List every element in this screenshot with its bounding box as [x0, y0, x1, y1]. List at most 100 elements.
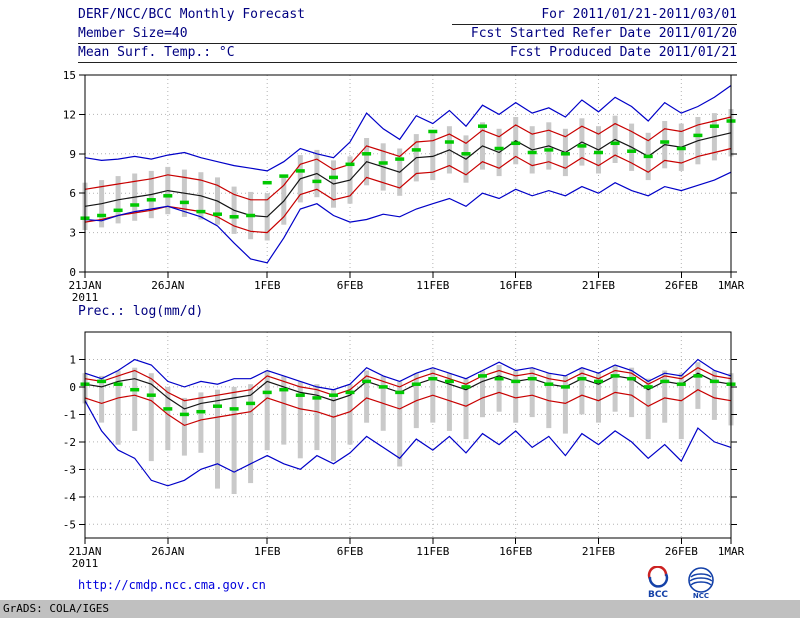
spread-bars	[529, 367, 535, 418]
y-tick-label: 12	[63, 108, 76, 121]
ensemble-min	[84, 400, 732, 487]
bcc-logo-red-swirl	[647, 566, 668, 580]
y-tick-label: 1	[69, 353, 76, 366]
x-tick-label: 21FEB	[582, 545, 615, 558]
ensemble-max	[84, 358, 732, 391]
spread-bars	[198, 392, 204, 453]
spread-bars	[596, 373, 601, 423]
x-tick-label: 21JAN	[68, 279, 101, 292]
ncc-logo-ring	[688, 567, 714, 593]
x-tick-label: 16FEB	[499, 545, 532, 558]
y-tick-label: -2	[63, 436, 76, 449]
spread-bars	[645, 378, 651, 440]
spread-bars	[397, 381, 403, 467]
fcst-produced: Fcst Produced Date 2011/01/21	[510, 45, 737, 60]
x-tick-label: 1MAR	[718, 279, 745, 292]
spread-bars	[662, 370, 668, 423]
page-title: DERF/NCC/BCC Monthly Forecast	[78, 7, 305, 22]
header-rule-2	[78, 43, 737, 44]
spread-bars	[231, 386, 237, 494]
forecast-range: For 2011/01/21-2011/03/01	[541, 7, 737, 22]
y-tick-label: 15	[63, 69, 76, 82]
x-tick-label: 11FEB	[416, 545, 449, 558]
spread-bars	[331, 389, 336, 462]
cmdp-url-link[interactable]: http://cmdp.ncc.cma.gov.cn	[78, 578, 266, 592]
x-year-label: 2011	[72, 291, 99, 304]
x-tick-label: 1FEB	[254, 545, 281, 558]
precip-chart: 1 0 -1 -2 -3 -4 -5 21JAN 26JAN 1FEB 6FEB 11FEB 16FEB…	[63, 331, 745, 570]
x-tick-label: 11FEB	[416, 279, 449, 292]
ncc-logo-wave-3	[690, 581, 712, 586]
y-tick-label: -4	[63, 491, 77, 504]
spread-bars	[562, 375, 568, 434]
ensemble-mean	[84, 132, 732, 218]
x-tick-label: 26JAN	[151, 279, 184, 292]
lower-quartile	[84, 389, 732, 427]
spread-bars	[115, 370, 121, 445]
x-tick-label: 1FEB	[254, 279, 281, 292]
spread-bars	[496, 365, 502, 412]
ncc-logo-wave-2	[689, 577, 713, 582]
x-tick-label: 6FEB	[337, 279, 364, 292]
x-tick-label: 26FEB	[665, 545, 698, 558]
window-status-bar: GrADS: COLA/IGES	[0, 600, 800, 618]
ncc-logo-text: NCC	[693, 592, 709, 600]
x-tick-label: 26FEB	[665, 279, 698, 292]
upper-quartile	[84, 116, 732, 201]
header-rule-1	[452, 24, 737, 25]
spread-bars	[165, 386, 171, 451]
y-tick-label: -5	[63, 518, 76, 531]
spread-bars	[695, 362, 701, 409]
x-tick-label: 1MAR	[718, 545, 745, 558]
spread-bars	[132, 367, 138, 431]
temp-chart: 0 3 6 9 12 15 21JAN 26JAN 1FEB 6FEB 11FEB 16FEB 21FE…	[63, 69, 745, 304]
ensemble-mean	[84, 372, 732, 410]
y-tick-label: -3	[63, 463, 76, 476]
y-tick-label: -1	[63, 408, 76, 421]
spread-bars	[248, 384, 254, 484]
temp-chart-title: Mean Surf. Temp.: °C	[78, 45, 235, 60]
spread-bars	[678, 373, 684, 440]
x-tick-label: 21JAN	[68, 545, 101, 558]
spread-bars	[181, 397, 187, 456]
ensemble-min	[84, 171, 732, 264]
spread-bars	[579, 367, 585, 415]
ncc-logo: NCC	[688, 567, 714, 600]
y-tick-label: 6	[69, 187, 76, 200]
spread-bars	[215, 389, 220, 489]
x-tick-label: 26JAN	[151, 545, 184, 558]
upper-quartile	[84, 367, 732, 402]
spread-bars	[446, 373, 452, 431]
header-rule-3	[78, 62, 737, 63]
spread-bars	[463, 378, 469, 440]
axis-box	[84, 331, 732, 539]
spread-bars	[314, 384, 320, 451]
spread-bars	[711, 370, 717, 420]
x-tick-label: 16FEB	[499, 279, 532, 292]
y-tick-label: 0	[69, 381, 76, 394]
spread-bars	[364, 370, 370, 423]
y-tick-label: 3	[69, 227, 76, 240]
bcc-logo-text: BCC	[648, 590, 668, 600]
member-size: Member Size=40	[78, 26, 188, 41]
fcst-started: Fcst Started Refer Date 2011/01/20	[470, 26, 737, 41]
ensemble-max	[84, 85, 732, 172]
spread-bars	[297, 381, 303, 459]
spread-bars	[347, 384, 353, 445]
x-tick-label: 6FEB	[337, 545, 364, 558]
bcc-logo: BCC	[647, 566, 669, 600]
bcc-logo-blue-swirl	[648, 573, 669, 588]
x-tick-label: 21FEB	[582, 279, 615, 292]
y-tick-label: 0	[69, 266, 76, 279]
precip-chart-title: Prec.: log(mm/d)	[78, 304, 204, 319]
spread-bars	[629, 367, 635, 418]
spread-bars	[99, 375, 105, 423]
y-tick-label: 9	[69, 148, 76, 161]
ncc-logo-wave-1	[690, 573, 712, 578]
x-year-label: 2011	[72, 557, 99, 570]
spread-bars	[148, 373, 154, 462]
spread-bars	[612, 365, 618, 412]
axis-box	[84, 74, 732, 273]
grads-credit: GrADS: COLA/IGES	[3, 602, 109, 615]
